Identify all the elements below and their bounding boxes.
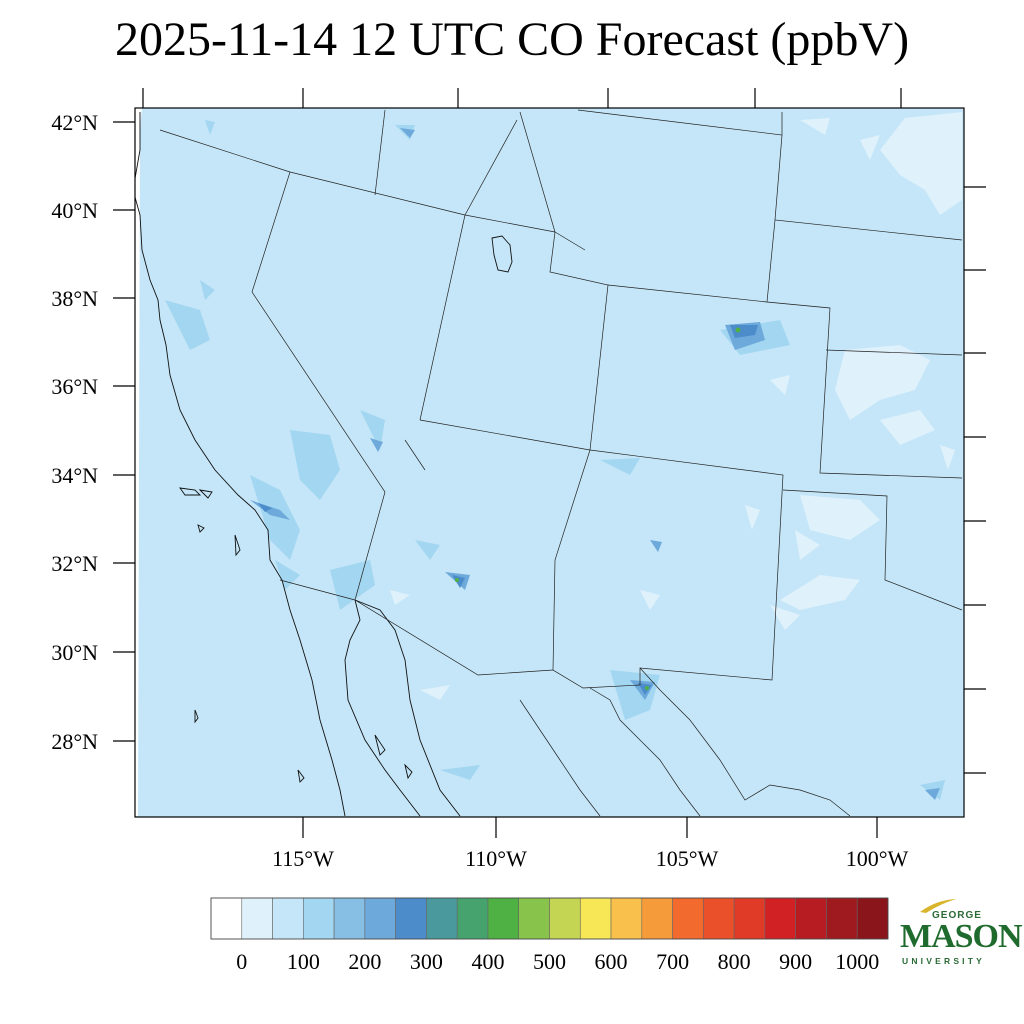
colorbar-tick-label: 900	[779, 949, 812, 974]
colorbar-swatch	[395, 897, 427, 940]
colorbar-tick-label: 300	[410, 949, 443, 974]
great-salt-lake	[491, 235, 513, 273]
colorbar-swatch	[426, 897, 458, 940]
colorbar-swatch	[210, 897, 243, 940]
top-ticks	[142, 88, 902, 108]
colorbar-swatch	[518, 897, 550, 940]
colorbar-swatch	[456, 897, 489, 940]
lat-label-40: 40°N	[51, 198, 98, 223]
colorbar-swatch	[764, 897, 796, 940]
logo-bottom-text: UNIVERSITY	[902, 956, 986, 966]
colorbar-swatch	[703, 897, 735, 940]
lat-ticks	[113, 121, 135, 742]
colorbar-swatch	[795, 897, 827, 940]
bottom-ticks	[302, 817, 878, 838]
lon-label-110: 110°W	[465, 846, 527, 871]
colorbar-swatch	[272, 897, 304, 940]
colorbar-swatch	[487, 897, 520, 940]
lat-label-34: 34°N	[51, 463, 98, 488]
lat-label-30: 30°N	[51, 640, 98, 665]
colorbar	[210, 897, 889, 940]
colorbar-tick-label: 700	[656, 949, 689, 974]
colorbar-frame	[210, 897, 889, 940]
right-ticks	[964, 186, 986, 774]
colorbar-tick-label: 600	[595, 949, 628, 974]
lon-label-105: 105°W	[656, 846, 719, 871]
colorbar-tick-label: 500	[533, 949, 566, 974]
colorbar-tick-label: 400	[471, 949, 504, 974]
colorbar-swatch	[333, 897, 366, 940]
logo-swoosh-icon	[920, 899, 956, 913]
colorbar-swatch	[579, 897, 612, 940]
colorbar-swatch	[549, 897, 581, 940]
islands	[179, 487, 413, 783]
colorbar-swatch	[826, 897, 858, 940]
logo-top-text: GEORGE	[932, 910, 982, 921]
map-title: 2025-11-14 12 UTC CO Forecast (ppbV)	[114, 13, 910, 66]
colorbar-swatch	[641, 897, 673, 940]
colorbar-labels: 0 100 200 300 400 500 600 700 800 900 1000	[236, 949, 879, 974]
lat-label-42: 42°N	[51, 110, 98, 135]
co-field	[135, 108, 963, 817]
gmu-logo: GEORGE MASON UNIVERSITY	[898, 898, 1023, 978]
colorbar-swatch	[733, 897, 766, 940]
colorbar-swatch	[364, 897, 396, 940]
lon-label-115: 115°W	[272, 846, 334, 871]
state-borders	[159, 109, 963, 817]
coastline	[135, 112, 346, 817]
lon-label-100: 100°W	[846, 846, 909, 871]
colorbar-tick-label: 1000	[835, 949, 879, 974]
low-concentration-patches	[390, 112, 962, 700]
colorbar-tick-label: 800	[718, 949, 751, 974]
colorbar-tick-label: 200	[348, 949, 381, 974]
baja-gulf-coast	[344, 599, 461, 817]
colorbar-tick-label: 0	[236, 949, 247, 974]
logo-main-text: MASON	[900, 918, 1023, 955]
colorbar-swatch	[241, 897, 273, 940]
colorbar-swatch	[672, 897, 704, 940]
lat-label-28: 28°N	[51, 729, 98, 754]
colorbar-swatch	[303, 897, 335, 940]
lat-label-32: 32°N	[51, 551, 98, 576]
lat-label-38: 38°N	[51, 286, 98, 311]
colorbar-swatch	[610, 897, 643, 940]
western-edge	[135, 108, 142, 816]
colorbar-swatch	[856, 897, 889, 940]
map-frame	[134, 107, 965, 818]
max-hotspots	[455, 327, 741, 690]
colorbar-tick-label: 100	[287, 949, 320, 974]
lat-label-36: 36°N	[51, 374, 98, 399]
